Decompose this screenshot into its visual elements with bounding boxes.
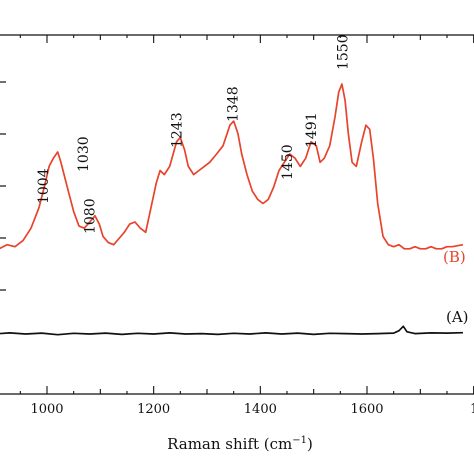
peak-label-1080: 1080 xyxy=(83,198,99,234)
peak-labels: 1004 1030 1080 1243 1348 1450 1491 1550 xyxy=(36,34,351,234)
x-axis-tick-labels: 1000 1200 1400 1600 1 xyxy=(30,402,474,417)
series-lines xyxy=(0,83,464,336)
x-axis-label: Raman shift (cm−1) xyxy=(167,435,313,453)
series-a-name: (A) xyxy=(446,308,469,326)
series-a-line xyxy=(0,325,464,336)
x-tick-label-partial: 1 xyxy=(470,402,474,417)
peak-label-1030: 1030 xyxy=(76,136,92,172)
series-b-name: (B) xyxy=(443,248,466,266)
series-labels: (B) (A) xyxy=(443,248,469,326)
x-axis-ticks xyxy=(19,35,474,394)
peak-label-1550: 1550 xyxy=(335,34,351,70)
plot-frame xyxy=(0,34,474,395)
peak-label-1004: 1004 xyxy=(36,168,52,204)
x-tick-label: 1200 xyxy=(137,402,170,417)
peak-label-1450: 1450 xyxy=(280,144,296,180)
y-axis-ticks xyxy=(0,81,6,291)
x-tick-label: 1000 xyxy=(30,402,63,417)
x-tick-label: 1600 xyxy=(350,402,383,417)
series-b-line xyxy=(0,83,464,250)
peak-label-1491: 1491 xyxy=(304,112,320,148)
peak-label-1243: 1243 xyxy=(170,112,186,148)
x-tick-label: 1400 xyxy=(244,402,277,417)
peak-label-1348: 1348 xyxy=(226,86,242,122)
